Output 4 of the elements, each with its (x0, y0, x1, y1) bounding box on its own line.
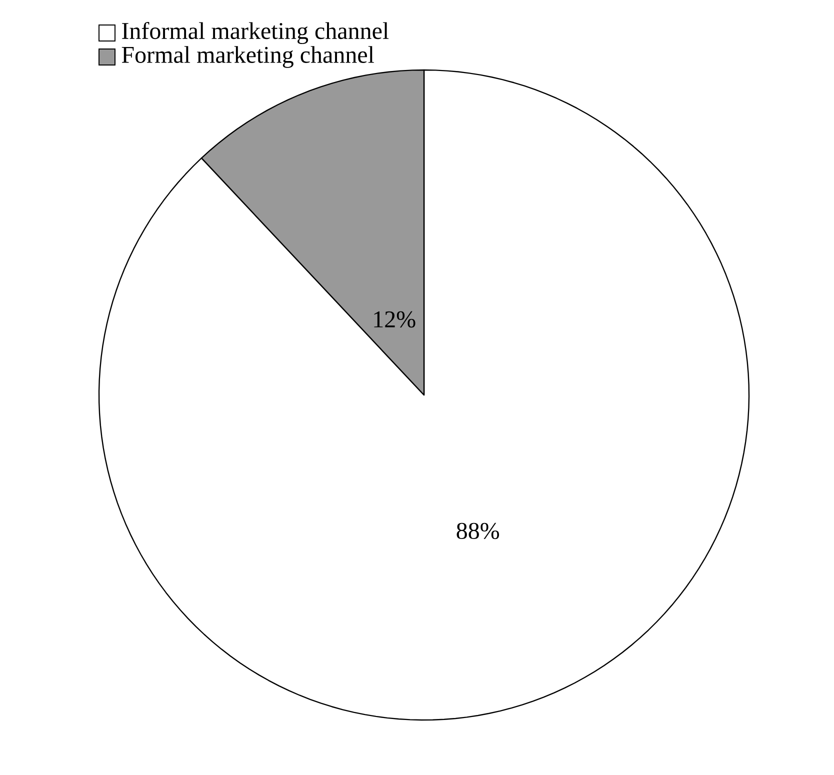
data-label: 88% (456, 522, 500, 540)
legend-label: Formal marketing channel (122, 46, 374, 68)
legend-label: Informal marketing channel (122, 22, 389, 44)
data-label: 12% (374, 311, 416, 328)
